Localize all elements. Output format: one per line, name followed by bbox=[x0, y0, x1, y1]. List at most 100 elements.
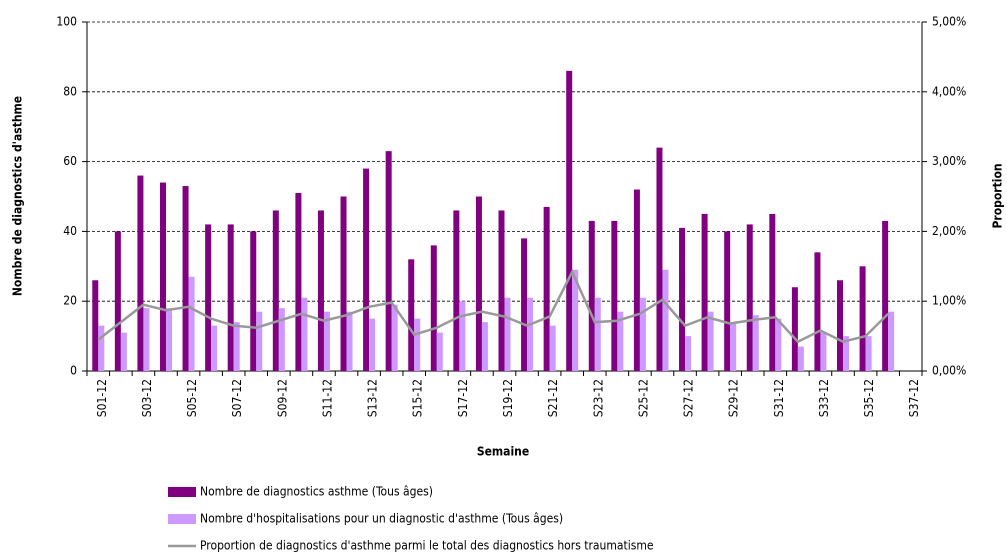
bar bbox=[408, 259, 415, 371]
bar bbox=[617, 311, 624, 371]
y2-tick-label: 5,00% bbox=[932, 15, 966, 29]
bar bbox=[120, 332, 127, 371]
x-tick-label: S11-12 bbox=[320, 379, 334, 417]
bar bbox=[797, 346, 804, 371]
bar bbox=[205, 224, 212, 371]
y-tick-label: 0 bbox=[70, 364, 77, 378]
y2-axis-title: Proportion bbox=[991, 163, 1005, 228]
bar bbox=[633, 189, 640, 371]
bar bbox=[250, 231, 257, 371]
bar bbox=[859, 266, 866, 371]
bar bbox=[730, 322, 737, 371]
bar bbox=[98, 325, 105, 371]
bar bbox=[746, 224, 753, 371]
x-tick-label: S03-12 bbox=[140, 379, 154, 417]
x-tick-label: S37-12 bbox=[907, 379, 921, 417]
y-tick-label: 20 bbox=[63, 294, 77, 308]
y2-tick-label: 1,00% bbox=[932, 294, 966, 308]
bar bbox=[301, 297, 308, 371]
bar bbox=[459, 301, 466, 371]
legend-label: Nombre de diagnostics asthme (Tous âges) bbox=[200, 485, 433, 499]
bar bbox=[724, 231, 731, 371]
y-axis-title: Nombre de diagnostics d'asthme bbox=[11, 96, 25, 296]
x-tick-label: S09-12 bbox=[275, 379, 289, 417]
x-tick-label: S23-12 bbox=[591, 379, 605, 417]
y-tick-label: 40 bbox=[63, 224, 77, 238]
bar bbox=[679, 227, 686, 371]
bar bbox=[775, 318, 782, 371]
x-tick-label: S05-12 bbox=[185, 379, 199, 417]
bar bbox=[436, 332, 443, 371]
bar bbox=[188, 276, 195, 371]
bar bbox=[92, 280, 99, 371]
bar bbox=[182, 186, 189, 371]
bar bbox=[165, 308, 172, 371]
bar bbox=[498, 210, 505, 371]
bar bbox=[295, 193, 302, 371]
y2-tick-label: 3,00% bbox=[932, 154, 966, 168]
bar bbox=[233, 322, 240, 371]
bar bbox=[814, 252, 821, 371]
bar bbox=[114, 231, 121, 371]
legend-swatch bbox=[168, 514, 196, 524]
x-tick-label: S25-12 bbox=[636, 379, 650, 417]
bar bbox=[323, 311, 330, 371]
bar bbox=[481, 322, 488, 371]
bar bbox=[430, 245, 437, 371]
legend-label: Nombre d'hospitalisations pour un diagno… bbox=[200, 512, 563, 526]
bar bbox=[588, 220, 595, 371]
bar bbox=[865, 336, 872, 371]
x-tick-label: S29-12 bbox=[727, 379, 741, 417]
bar bbox=[639, 297, 646, 371]
bar bbox=[888, 311, 895, 371]
bar bbox=[346, 311, 353, 371]
bar bbox=[414, 318, 421, 371]
bar bbox=[752, 315, 759, 371]
y-tick-label: 80 bbox=[63, 84, 77, 98]
bar bbox=[369, 318, 376, 371]
bar bbox=[820, 332, 827, 371]
bar bbox=[685, 336, 692, 371]
x-tick-label: S07-12 bbox=[230, 379, 244, 417]
y2-tick-label: 2,00% bbox=[932, 224, 966, 238]
bar bbox=[527, 297, 534, 371]
bar bbox=[701, 213, 708, 371]
bar bbox=[707, 311, 714, 371]
legend-label: Proportion de diagnostics d'asthme parmi… bbox=[200, 539, 654, 553]
bar bbox=[791, 287, 798, 371]
x-tick-label: S13-12 bbox=[366, 379, 380, 417]
bar bbox=[227, 224, 234, 371]
bar bbox=[843, 336, 850, 371]
bar bbox=[882, 220, 889, 371]
bar bbox=[391, 304, 398, 371]
x-tick-label: S21-12 bbox=[546, 379, 560, 417]
line bbox=[97, 268, 890, 344]
bar bbox=[475, 196, 482, 371]
bar bbox=[143, 308, 150, 371]
bar bbox=[572, 269, 579, 371]
bar bbox=[159, 182, 166, 371]
bar bbox=[137, 175, 144, 371]
x-axis-title: Semaine bbox=[477, 445, 529, 459]
bar bbox=[662, 269, 669, 371]
bar bbox=[256, 311, 263, 371]
x-tick-label: S31-12 bbox=[772, 379, 786, 417]
x-tick-label: S35-12 bbox=[862, 379, 876, 417]
bar bbox=[385, 151, 392, 371]
x-tick-label: S33-12 bbox=[817, 379, 831, 417]
bar bbox=[656, 147, 663, 371]
bar bbox=[211, 325, 218, 371]
bar bbox=[543, 206, 550, 371]
bar bbox=[278, 308, 285, 371]
bar bbox=[453, 210, 460, 371]
x-tick-label: S01-12 bbox=[95, 379, 109, 417]
x-tick-label: S27-12 bbox=[682, 379, 696, 417]
bar bbox=[317, 210, 324, 371]
bar bbox=[769, 213, 776, 371]
y2-tick-label: 4,00% bbox=[932, 84, 966, 98]
bar bbox=[566, 70, 573, 372]
bar bbox=[837, 280, 844, 371]
bar bbox=[521, 238, 528, 371]
y-tick-label: 60 bbox=[63, 154, 77, 168]
